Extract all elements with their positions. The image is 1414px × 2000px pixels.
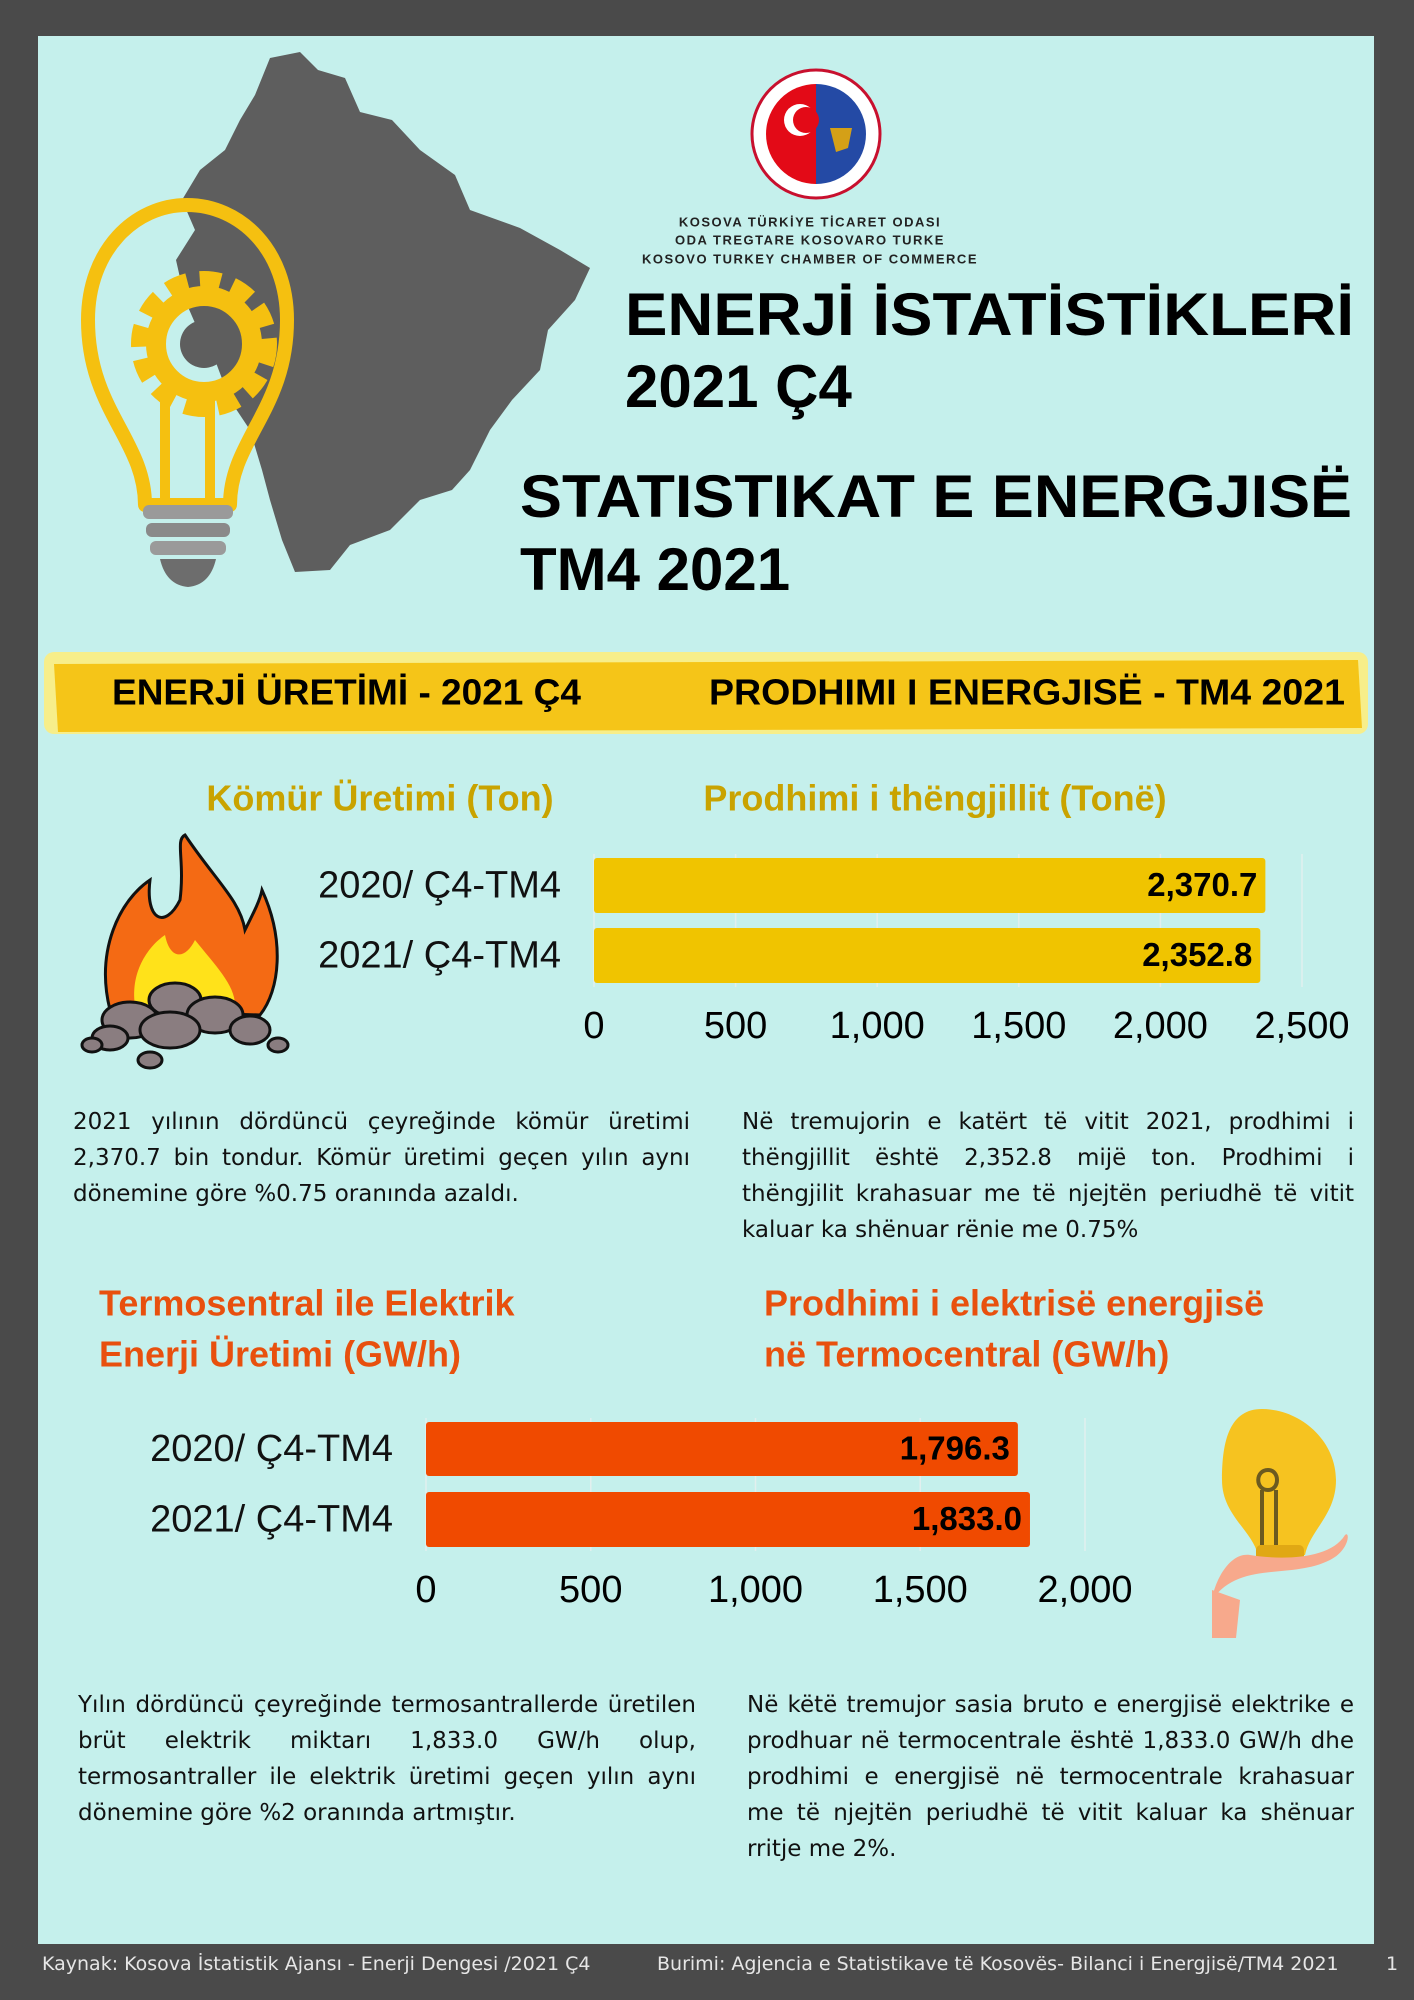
org-line: ODA TREGTARE KOSOVARO TURKE — [675, 232, 945, 247]
x-tick-label: 2,000 — [1113, 1005, 1208, 1047]
bar — [594, 858, 1266, 913]
chart-title: Prodhimi i elektrisë energjisë — [764, 1283, 1264, 1324]
value-label: 2,370.7 — [1147, 866, 1257, 903]
paragraph: 2021 yılının dördüncü çeyreğinde kömür ü… — [73, 1109, 690, 1207]
chart-title: Termosentral ile Elektrik — [99, 1283, 515, 1324]
chart-title: Prodhimi i thëngjillit (Tonë) — [703, 778, 1166, 819]
x-tick-label: 1,000 — [708, 1569, 803, 1611]
bar — [426, 1422, 1018, 1476]
title-sq: TM4 2021 — [520, 536, 790, 603]
category-label: 2021/ Ç4-TM4 — [318, 935, 561, 977]
chart-title: Kömür Üretimi (Ton) — [206, 778, 553, 819]
org-line: KOSOVO TURKEY CHAMBER OF COMMERCE — [642, 251, 978, 266]
title-tr: 2021 Ç4 — [625, 353, 852, 420]
x-tick-label: 1,500 — [971, 1005, 1066, 1047]
value-label: 2,352.8 — [1142, 936, 1252, 973]
footer-left: Kaynak: Kosova İstatistik Ajansı - Enerj… — [42, 1953, 591, 1975]
bar — [426, 1492, 1030, 1547]
banner-right: PRODHIMI I ENERGJISË - TM4 2021 — [709, 672, 1345, 713]
x-tick-label: 1,500 — [873, 1569, 968, 1611]
value-label: 1,833.0 — [912, 1500, 1022, 1537]
x-tick-label: 1,000 — [830, 1005, 925, 1047]
paragraph: Në këtë tremujor sasia bruto e energjisë… — [747, 1692, 1354, 1862]
x-tick-label: 500 — [559, 1569, 622, 1611]
x-tick-label: 0 — [583, 1005, 604, 1047]
map — [176, 52, 590, 572]
banner-left: ENERJİ ÜRETİMİ - 2021 Ç4 — [112, 672, 581, 713]
bar — [594, 928, 1261, 983]
chart-title: në Termocentral (GW/h) — [764, 1334, 1169, 1375]
x-tick-label: 500 — [704, 1005, 767, 1047]
fire-icon — [80, 833, 290, 1070]
x-tick-label: 2,500 — [1254, 1005, 1349, 1047]
chart-title: Enerji Üretimi (GW/h) — [99, 1334, 461, 1375]
title-tr: ENERJİ İSTATİSTİKLERİ — [625, 281, 1354, 348]
category-label: 2021/ Ç4-TM4 — [150, 1499, 393, 1541]
value-label: 1,796.3 — [900, 1430, 1010, 1467]
logo — [750, 68, 882, 200]
page-number: 1 — [1386, 1953, 1399, 1975]
category-label: 2020/ Ç4-TM4 — [150, 1428, 393, 1470]
x-tick-label: 2,000 — [1037, 1569, 1132, 1611]
paragraph: Në tremujorin e katërt të vitit 2021, pr… — [742, 1109, 1354, 1243]
footer-right: Burimi: Agjencia e Statistikave të Kosov… — [657, 1953, 1339, 1975]
paragraph: Yılın dördüncü çeyreğinde termosantralle… — [78, 1692, 696, 1826]
banner — [54, 660, 1362, 732]
bulb-icon — [81, 198, 294, 587]
category-label: 2020/ Ç4-TM4 — [318, 865, 561, 907]
x-tick-label: 0 — [415, 1569, 436, 1611]
org-line: KOSOVA TÜRKİYE TİCARET ODASI — [679, 214, 941, 229]
hand-bulb-icon — [1212, 1409, 1348, 1638]
title-sq: STATISTIKAT E ENERGJISË — [520, 463, 1352, 530]
